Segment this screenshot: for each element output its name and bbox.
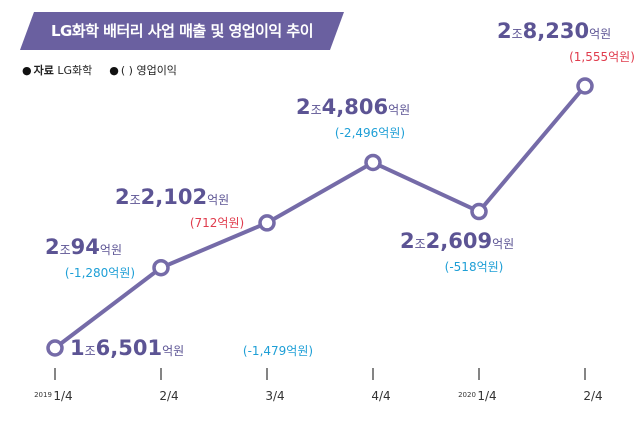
x-tick-label: 1/4 <box>477 389 496 403</box>
sales-value-part: 2 <box>296 95 311 119</box>
sales-value-part: 조 <box>311 103 322 117</box>
sales-value-part: 2 <box>400 229 415 253</box>
data-point-marker <box>470 202 488 221</box>
x-tick-label: 3/4 <box>265 389 284 403</box>
operating-profit-label: (-1,280억원) <box>65 266 135 280</box>
sales-value-label: 2조2,609억원 <box>400 229 514 253</box>
sales-value-part: 2 <box>115 185 130 209</box>
sales-value-label: 2조4,806억원 <box>296 95 410 119</box>
sales-value-part: 억원 <box>388 103 410 117</box>
sales-value-part: 2,609 <box>426 229 492 253</box>
sales-value-part: 조 <box>512 27 523 41</box>
x-tick-label: 1/4 <box>53 389 72 403</box>
sales-value-part: 억원 <box>589 27 611 41</box>
x-tick-year: 2020 <box>458 391 476 399</box>
legend-bullet-icon: ● <box>22 64 32 77</box>
x-tick-year: 2019 <box>34 391 52 399</box>
sales-value-label: 2조94억원 <box>45 235 122 259</box>
sales-value-part: 1 <box>70 336 85 360</box>
sales-value-part: 8,230 <box>523 19 589 43</box>
sales-value-part: 2 <box>45 235 60 259</box>
x-tick-label: 4/4 <box>371 389 390 403</box>
x-tick-label: 2/4 <box>159 389 178 403</box>
legend-source: LG화학 <box>57 64 93 77</box>
data-point-marker <box>576 77 594 95</box>
data-point-marker <box>258 214 276 232</box>
sales-value-part: 4,806 <box>322 95 388 119</box>
sales-value-label: 2조8,230억원 <box>497 19 611 43</box>
operating-profit-label: (1,555억원) <box>569 50 635 64</box>
sales-value-part: 2 <box>497 19 512 43</box>
sales-value-part: 6,501 <box>96 336 162 360</box>
operating-profit-label: (-1,479억원) <box>243 344 313 358</box>
sales-value-part: 2,102 <box>141 185 207 209</box>
operating-profit-label: (-2,496억원) <box>335 126 405 140</box>
x-tick-label: 2/4 <box>583 389 602 403</box>
sales-value-part: 조 <box>130 193 141 207</box>
data-point-marker <box>152 258 170 277</box>
sales-value-part: 억원 <box>162 344 184 358</box>
legend-source-prefix: 자료 <box>33 64 54 77</box>
sales-value-label: 2조2,102억원 <box>115 185 229 209</box>
sales-value-part: 94 <box>71 235 100 259</box>
data-point-marker <box>46 339 64 357</box>
sales-value-part: 조 <box>60 243 71 257</box>
sales-value-part: 조 <box>85 344 96 358</box>
chart-title-banner: LG화학 배터리 사업 매출 및 영업이익 추이 <box>20 12 344 50</box>
legend-bullet-icon: ● <box>109 64 119 77</box>
sales-value-label: 1조6,501억원 <box>70 336 184 360</box>
sales-value-part: 억원 <box>207 193 229 207</box>
operating-profit-label: (-518억원) <box>445 260 504 274</box>
sales-value-part: 억원 <box>492 237 514 251</box>
data-point-marker <box>364 153 382 172</box>
sales-value-part: 조 <box>415 237 426 251</box>
sales-value-part: 억원 <box>100 243 122 257</box>
title-banner-shape <box>20 12 344 50</box>
chart-title: LG화학 배터리 사업 매출 및 영업이익 추이 <box>50 22 314 40</box>
legend: ● 자료 LG화학 ●( ) 영업이익 <box>22 62 177 78</box>
legend-op-label: ( ) 영업이익 <box>120 64 177 77</box>
sales-series-line <box>53 84 587 350</box>
operating-profit-label: (712억원) <box>190 216 244 230</box>
